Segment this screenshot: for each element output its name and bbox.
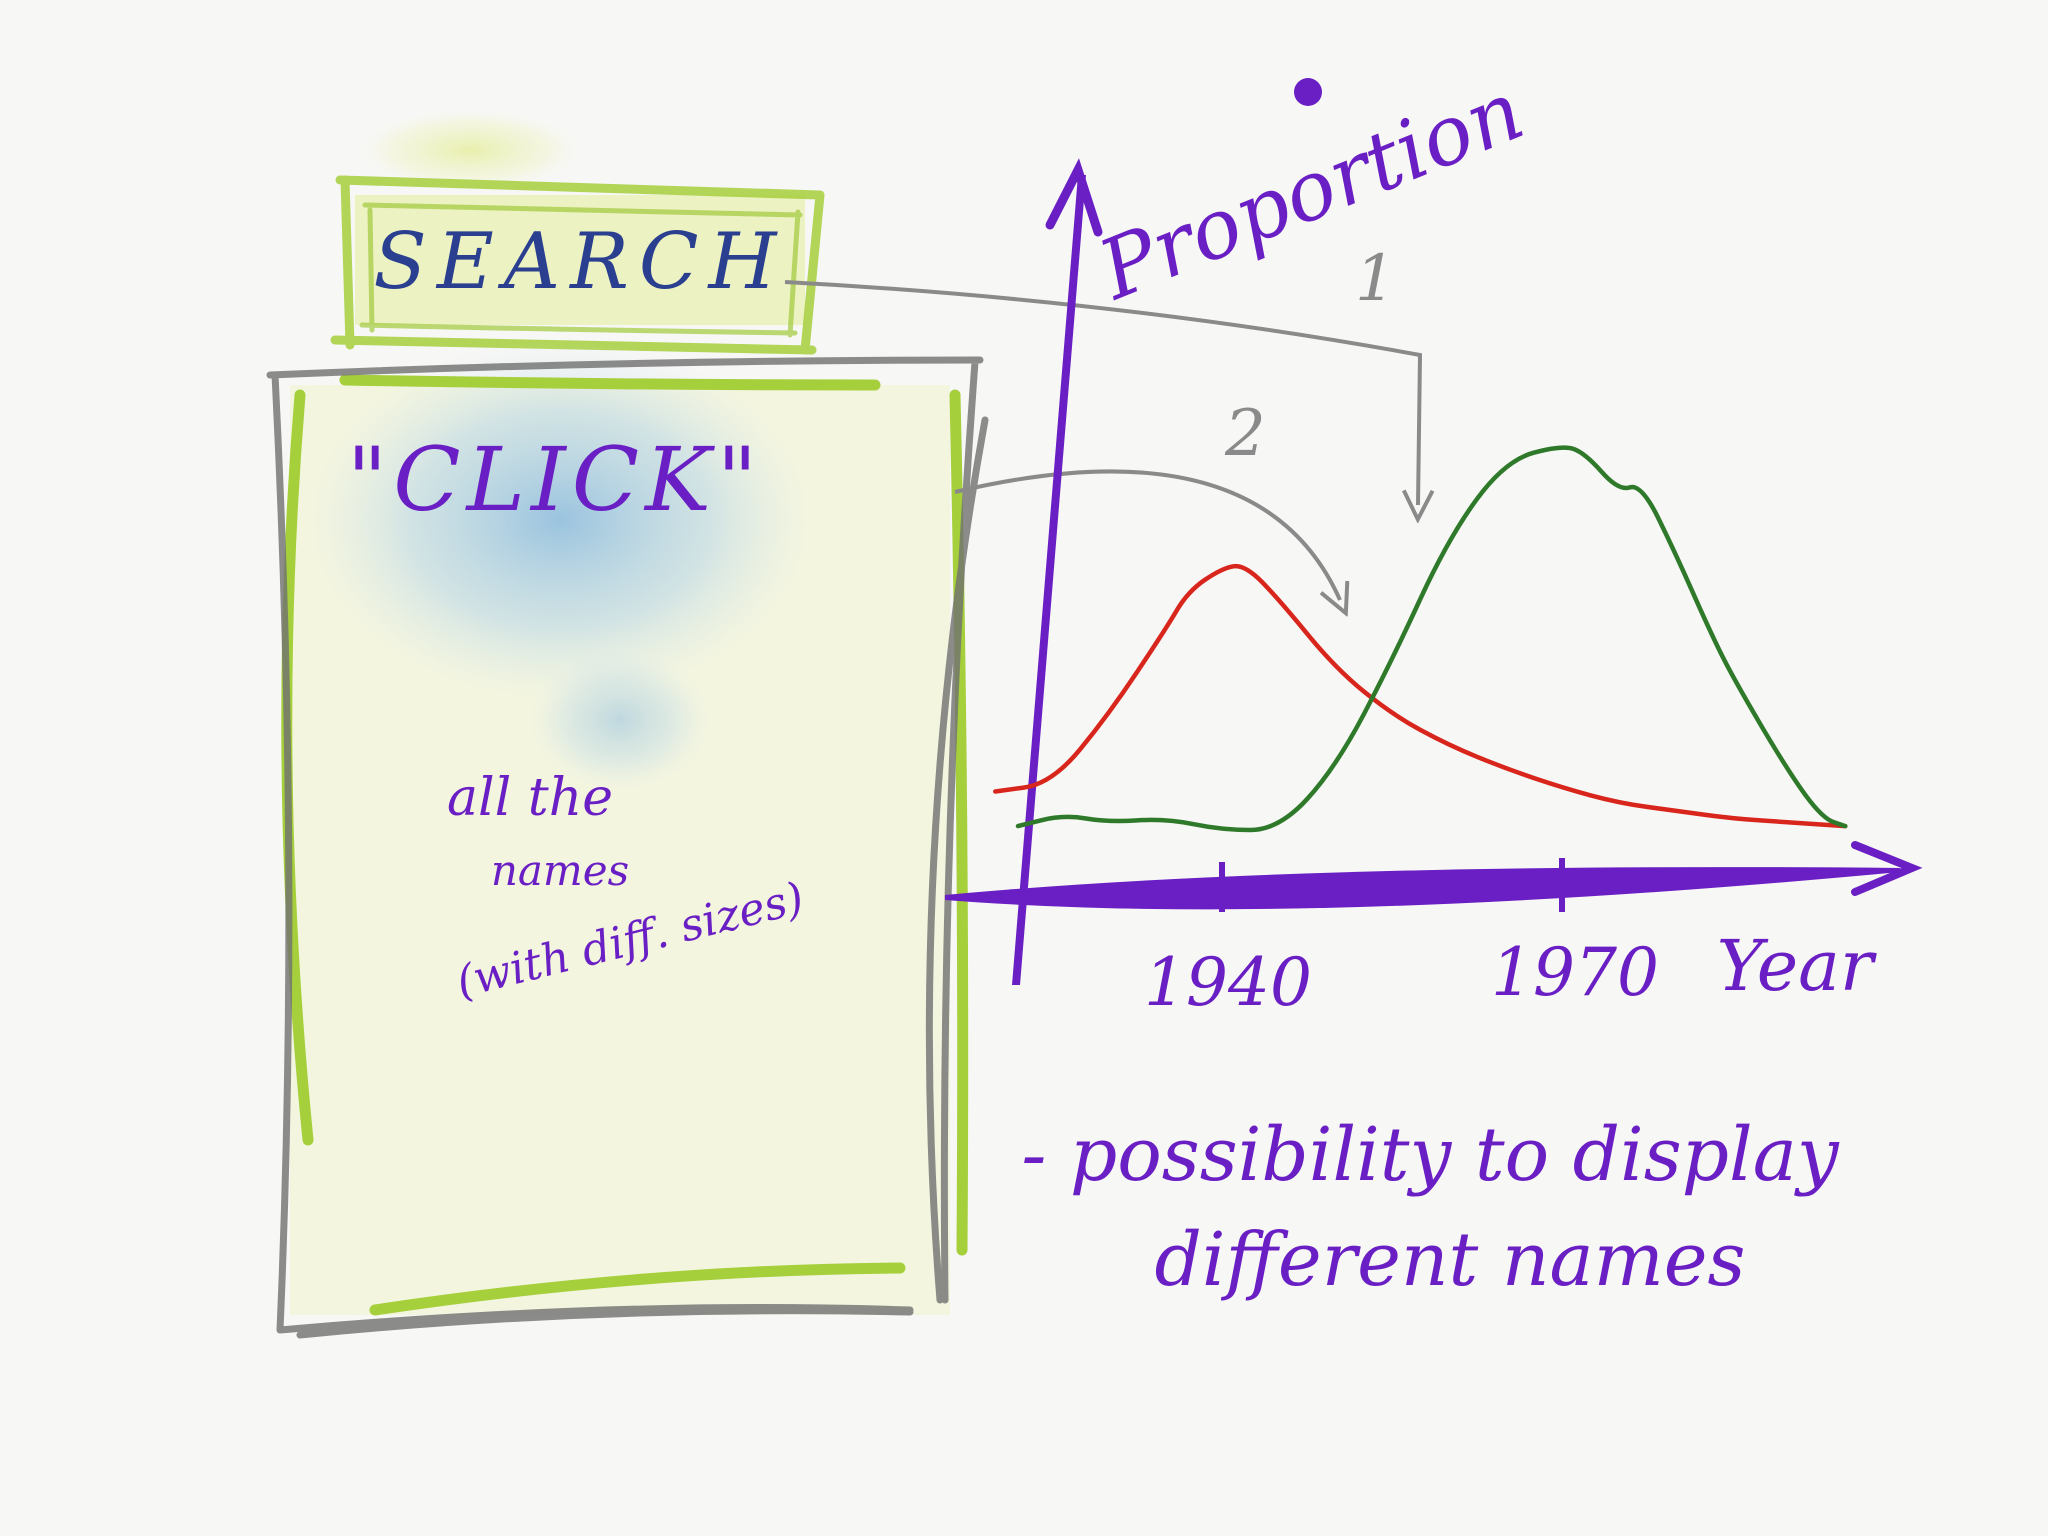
x-axis-label: Year bbox=[1717, 925, 1877, 1007]
y-axis-arrowhead bbox=[1045, 158, 1103, 237]
panel-blue-wash-small bbox=[530, 650, 710, 790]
search-yellow-wash bbox=[360, 110, 580, 190]
search-fill bbox=[355, 195, 805, 325]
panel-note-line1: all the bbox=[447, 768, 613, 828]
series-layer bbox=[993, 445, 1848, 833]
arrow-2-label: 2 bbox=[1224, 397, 1266, 471]
line-chart[interactable]: 1940 1970 Year Proportion bbox=[945, 63, 1923, 1021]
names-panel[interactable]: "CLICK" all the names (with diff. sizes) bbox=[266, 340, 989, 1339]
panel-title: "CLICK" bbox=[347, 428, 764, 531]
search-label: SEARCH bbox=[373, 217, 786, 307]
panel-blue-wash bbox=[310, 340, 810, 700]
feature-note: - possibility to display different names bbox=[1021, 1112, 1839, 1303]
flow-arrows: 1 2 bbox=[784, 242, 1420, 600]
x-axis bbox=[945, 867, 1900, 910]
panel-gray-border bbox=[266, 356, 989, 1339]
x-tick-label-1940: 1940 bbox=[1144, 944, 1312, 1021]
note-line1: - possibility to display bbox=[1021, 1112, 1839, 1198]
x-axis-arrowhead bbox=[1851, 841, 1923, 896]
y-axis bbox=[1012, 175, 1086, 985]
x-tick-label-1970: 1970 bbox=[1491, 934, 1659, 1011]
y-label-dot bbox=[1294, 78, 1322, 106]
arrow-2 bbox=[954, 469, 1340, 600]
arrow-1-label: 1 bbox=[1355, 242, 1396, 316]
note-line2: different names bbox=[1154, 1217, 1745, 1303]
search-box[interactable]: SEARCH bbox=[330, 110, 825, 355]
arrow-1 bbox=[784, 280, 1420, 505]
series-line-2 bbox=[1015, 445, 1848, 833]
panel-note-line2: names bbox=[491, 846, 629, 895]
search-inner-border bbox=[359, 202, 803, 338]
search-border bbox=[330, 175, 825, 355]
series-line-1 bbox=[993, 563, 1848, 829]
